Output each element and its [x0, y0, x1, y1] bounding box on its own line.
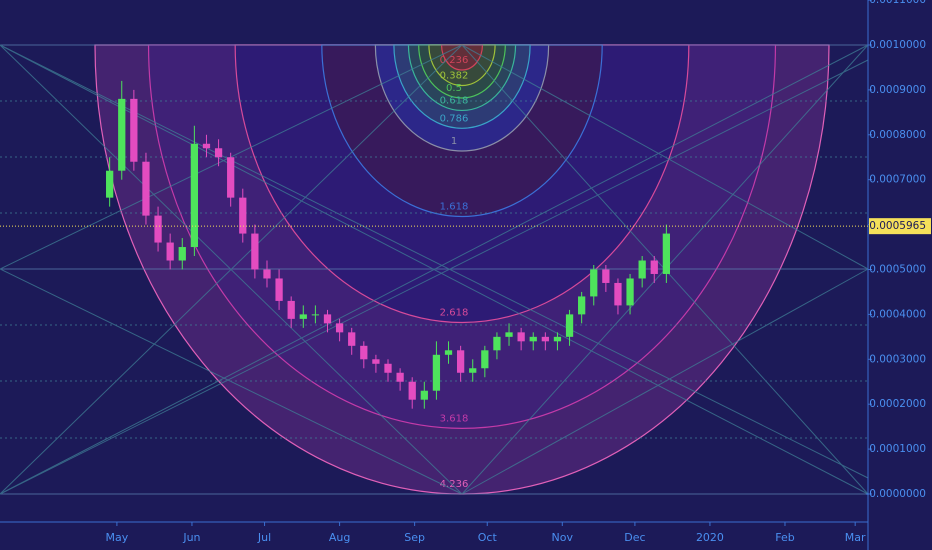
candle-body: [493, 336, 501, 351]
fib-label: 2.618: [440, 307, 469, 318]
fib-label: 4.236: [440, 479, 469, 490]
fib-arc: [440, 44, 484, 71]
price-axis-panel: [868, 0, 932, 550]
candle-body: [432, 354, 441, 391]
candle-body: [529, 336, 537, 342]
x-tick-label: Dec: [624, 531, 645, 544]
y-tick-label: -0.0000000: [865, 488, 926, 500]
candle-body: [602, 269, 610, 283]
candle-body: [275, 278, 283, 301]
y-tick-label: 0.0004000: [869, 308, 926, 320]
candle-body: [384, 363, 392, 373]
fib-label: 0.382: [440, 70, 469, 81]
candle-body: [190, 143, 198, 248]
candle-body: [505, 332, 513, 337]
x-tick-label: Jul: [257, 531, 271, 544]
x-tick-label: Jun: [182, 531, 200, 544]
candle-body: [553, 336, 562, 342]
candle-body: [565, 314, 574, 337]
tool-line: [461, 44, 869, 270]
candle-body: [590, 269, 598, 297]
tool-line: [0, 44, 869, 479]
candle-body: [130, 98, 138, 162]
fib-label: 3.618: [440, 413, 469, 424]
drawing-tools: [0, 44, 869, 495]
fib-label: 0.5: [446, 83, 462, 94]
candle-body: [299, 314, 307, 319]
candle-body: [214, 148, 223, 158]
candle-body: [626, 278, 634, 306]
candle-body: [541, 336, 549, 342]
candle-body: [360, 345, 368, 360]
time-axis-panel: [0, 522, 868, 550]
fib-label: 0.618: [440, 96, 469, 107]
tool-line: [0, 268, 463, 495]
x-tick-label: Mar: [845, 531, 866, 544]
candle-body: [178, 247, 186, 261]
candle-body: [372, 359, 380, 364]
tool-line: [0, 59, 869, 495]
candle-body: [227, 157, 235, 198]
x-tick-label: Oct: [478, 531, 498, 544]
candle-body: [456, 350, 465, 373]
x-tick-label: Nov: [552, 531, 574, 544]
candle-body: [106, 170, 114, 198]
x-tick-label: May: [106, 531, 129, 544]
x-tick-label: 2020: [696, 531, 724, 544]
candle-body: [335, 323, 344, 333]
y-tick-label: 0.0007000: [869, 174, 926, 186]
candles: [106, 80, 671, 409]
fib-label: 1: [451, 136, 457, 147]
candle-body: [311, 314, 320, 316]
candle-body: [469, 368, 477, 373]
candle-body: [118, 98, 126, 171]
y-tick-label: 0.0009000: [869, 84, 926, 96]
axes: -0.0000000 0.0001000 0.0002000 0.0003000 0.0…: [106, 0, 926, 544]
y-tick-label: 0.0008000: [869, 129, 926, 141]
candle-body: [202, 143, 211, 149]
y-tick-label: 0.0003000: [869, 353, 926, 365]
candle-body: [408, 381, 416, 400]
candle-body: [444, 350, 453, 355]
tool-line: [0, 44, 869, 495]
candle-body: [481, 350, 489, 369]
candle-body: [251, 233, 259, 270]
y-tick-label: 0.0011000: [869, 0, 926, 6]
candle-body: [662, 233, 671, 274]
tool-line: [461, 268, 869, 495]
fib-label: 1.618: [440, 202, 469, 213]
candle-body: [287, 300, 295, 319]
candle-body: [578, 296, 586, 315]
fib-label: 0.786: [440, 113, 469, 124]
candle-body: [638, 260, 646, 279]
y-tick-label: 0.0001000: [869, 443, 926, 455]
candle-body: [323, 314, 332, 324]
candle-body: [142, 161, 150, 216]
candle-body: [348, 332, 356, 346]
candle-body: [614, 282, 622, 306]
tool-line: [0, 44, 463, 495]
x-tick-label: Feb: [775, 531, 794, 544]
fib-label: 0.236: [440, 55, 469, 66]
y-tick-label: 0.0002000: [869, 398, 926, 410]
last-price-box: [869, 218, 931, 235]
candle-body: [396, 372, 404, 382]
candle-body: [517, 332, 525, 342]
y-tick-label: 0.0005000: [869, 263, 926, 275]
candle-body: [420, 390, 428, 400]
x-tick-label: Aug: [329, 531, 350, 544]
last-price-label: 0.0005965: [869, 220, 926, 232]
candle-body: [239, 197, 247, 234]
candle-body: [650, 260, 658, 274]
candle-body: [154, 215, 162, 243]
candle-body: [263, 269, 271, 279]
y-tick-label: 0.0010000: [869, 39, 926, 51]
x-tick-label: Sep: [404, 531, 425, 544]
candle-body: [166, 242, 174, 261]
